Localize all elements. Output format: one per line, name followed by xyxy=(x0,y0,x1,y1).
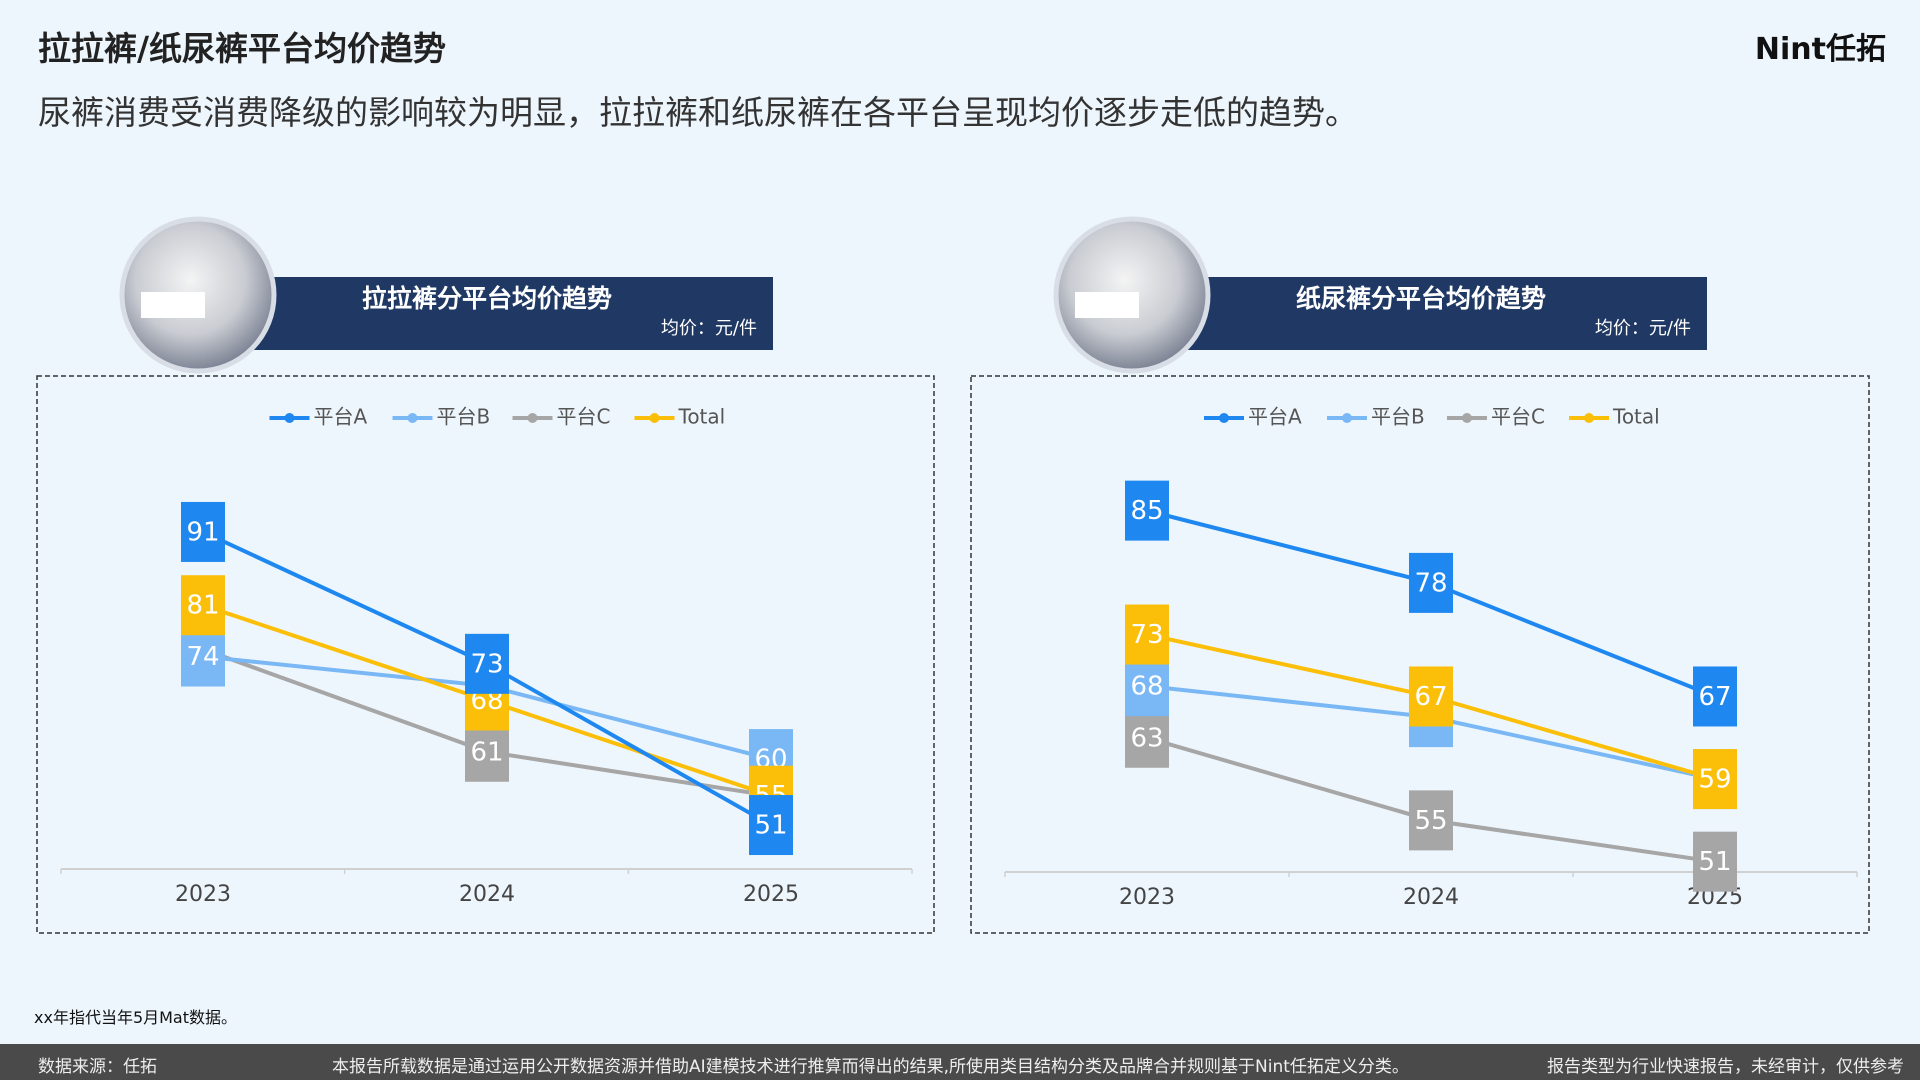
page-subtitle: 尿裤消费受消费降级的影响较为明显，拉拉裤和纸尿裤在各平台呈现均价逐步走低的趋势。 xyxy=(38,93,1358,132)
footer-note: 报告类型为行业快速报告，未经审计，仅供参考 xyxy=(1547,1057,1904,1077)
legend-label: 平台C xyxy=(1491,405,1545,429)
data-label-box xyxy=(1409,552,1453,613)
data-label-box xyxy=(1409,666,1453,727)
image-mask xyxy=(141,292,205,318)
data-label-box xyxy=(181,575,225,636)
data-label: 81 xyxy=(186,591,219,621)
data-label-box xyxy=(1125,480,1169,541)
data-label: 91 xyxy=(186,517,219,547)
data-label-box xyxy=(1125,707,1169,768)
data-label-box xyxy=(181,626,225,687)
x-tick-label: 2024 xyxy=(459,882,515,907)
legend-label: 平台B xyxy=(437,405,491,429)
legend-dot xyxy=(284,413,295,423)
data-label: 55 xyxy=(1414,806,1447,836)
legend-dot xyxy=(1219,413,1229,423)
logo: Nint任拓 xyxy=(1754,32,1886,67)
footer-disclaimer: 本报告所载数据是通过运用公开数据资源并借助AI建模技术进行推算而得出的结果,所使… xyxy=(332,1057,1409,1077)
data-label-box xyxy=(1693,831,1737,892)
data-label: 85 xyxy=(1130,496,1163,526)
data-label-box xyxy=(1693,666,1737,727)
legend-dot xyxy=(1342,413,1352,423)
data-label: 78 xyxy=(1414,568,1447,598)
page-title: 拉拉裤/纸尿裤平台均价趋势 xyxy=(38,29,447,68)
data-label-box xyxy=(749,795,793,856)
data-label: 51 xyxy=(1698,847,1731,877)
data-label: 59 xyxy=(1698,765,1731,795)
chart-subtitle: 均价：元/件 xyxy=(661,318,757,339)
legend-dot xyxy=(649,413,660,423)
chart-subtitle: 均价：元/件 xyxy=(1595,318,1691,339)
data-label-box xyxy=(1409,790,1453,851)
footer-source: 数据来源：任拓 xyxy=(38,1057,157,1077)
legend-dot xyxy=(1584,413,1594,423)
data-label-box xyxy=(181,501,225,562)
legend-dot xyxy=(527,413,538,423)
legend-dot xyxy=(1462,413,1472,423)
image-mask xyxy=(1075,292,1139,318)
data-label: 63 xyxy=(1130,723,1163,753)
title-banner xyxy=(251,277,773,350)
data-label: 61 xyxy=(470,737,503,767)
chart-frame xyxy=(36,375,935,934)
legend-dot xyxy=(407,413,418,423)
title-banner xyxy=(1185,277,1707,350)
legend-label: Total xyxy=(1612,405,1660,429)
data-label: 74 xyxy=(186,642,219,672)
data-label: 73 xyxy=(1130,620,1163,650)
data-label-box xyxy=(1125,604,1169,665)
legend-label: Total xyxy=(678,405,726,429)
chart-title: 拉拉裤分平台均价趋势 xyxy=(362,284,612,313)
data-label: 68 xyxy=(1130,672,1163,702)
data-label-box xyxy=(465,721,509,782)
chart-title: 纸尿裤分平台均价趋势 xyxy=(1296,284,1546,313)
legend-label: 平台A xyxy=(314,405,368,429)
data-label-box xyxy=(465,633,509,694)
legend-label: 平台A xyxy=(1248,405,1302,429)
data-label: 51 xyxy=(754,811,787,841)
footer: 数据来源：任拓 本报告所载数据是通过运用公开数据资源并借助AI建模技术进行推算而… xyxy=(0,1044,1920,1080)
x-tick-label: 2025 xyxy=(743,882,799,907)
legend-label: 平台C xyxy=(557,405,611,429)
data-label-box xyxy=(1125,656,1169,717)
chart-frame xyxy=(970,375,1870,934)
data-label: 67 xyxy=(1414,682,1447,712)
legend-label: 平台B xyxy=(1371,405,1425,429)
x-tick-label: 2024 xyxy=(1403,885,1459,910)
data-label: 73 xyxy=(470,649,503,679)
x-tick-label: 2023 xyxy=(1119,885,1175,910)
data-label-box xyxy=(1693,749,1737,810)
data-label: 67 xyxy=(1698,682,1731,712)
x-tick-label: 2023 xyxy=(175,882,231,907)
footnote: xx年指代当年5月Mat数据。 xyxy=(34,1008,238,1027)
